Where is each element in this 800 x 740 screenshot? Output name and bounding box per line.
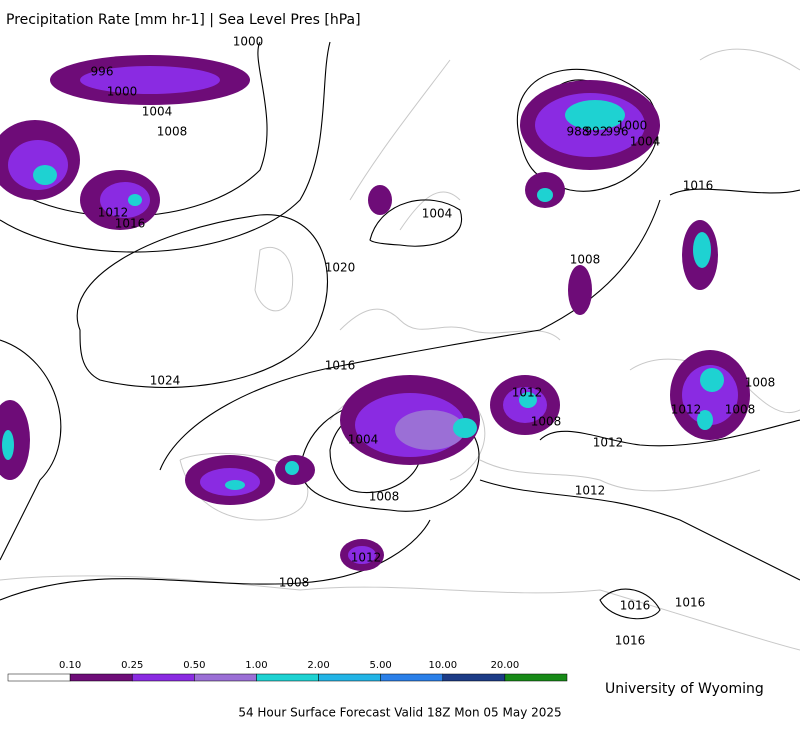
isobar-label: 996 <box>91 65 114 79</box>
credit: University of Wyoming <box>605 681 764 697</box>
isobar-label: 1008 <box>279 576 310 590</box>
isobar-label: 1004 <box>348 433 379 447</box>
isobar-label: 1016 <box>683 179 714 193</box>
isobar-label: 1016 <box>115 217 146 231</box>
title: Precipitation Rate [mm hr-1] | Sea Level… <box>6 12 361 28</box>
colorbar-segment <box>131 673 195 682</box>
colorbar-segment <box>256 673 319 682</box>
colorbar-segment <box>69 673 133 682</box>
isobar-label: 1008 <box>570 253 601 267</box>
colorbar-label: 20.00 <box>491 660 520 671</box>
coastlines <box>0 48 800 651</box>
isobar-label: 1004 <box>630 135 661 149</box>
isobar-label: 1016 <box>675 596 706 610</box>
isobar-label: 1008 <box>531 415 562 429</box>
isobar-label: 1004 <box>142 105 173 119</box>
isobar-label: 1000 <box>233 35 264 49</box>
isobar-label: 1008 <box>369 490 400 504</box>
isobar-label: 1024 <box>150 374 181 388</box>
isobar-label: 1000 <box>617 119 648 133</box>
colorbar-segment <box>194 673 257 682</box>
colorbar-label: 1.00 <box>245 660 267 671</box>
isobar-label: 1012 <box>512 386 543 400</box>
precipitation <box>0 55 750 571</box>
isobar-label: 1016 <box>325 359 356 373</box>
isobar-label: 992 <box>585 125 608 139</box>
colorbar-label: 0.50 <box>183 660 205 671</box>
colorbar-label: 10.00 <box>428 660 457 671</box>
isobar-labels: 1000996100010041008101210161020102410161… <box>91 35 776 648</box>
isobar-label: 1012 <box>671 403 702 417</box>
isobars <box>0 41 800 620</box>
isobar-label: 1000 <box>107 85 138 99</box>
isobar-label: 1012 <box>351 551 382 565</box>
colorbar-segment <box>442 673 506 682</box>
colorbar-segment <box>504 673 568 682</box>
colorbar-segment <box>380 673 444 682</box>
isobar-label: 988 <box>567 125 590 139</box>
colorbar-label: 5.00 <box>370 660 392 671</box>
colorbar-label: 0.25 <box>121 660 143 671</box>
colorbar-label: 2.00 <box>307 660 329 671</box>
isobar-label: 1008 <box>725 403 756 417</box>
isobar-label: 1008 <box>157 125 188 139</box>
colorbar-segment <box>7 673 71 682</box>
isobar-label: 1020 <box>325 261 356 275</box>
colorbar-segment <box>318 673 381 682</box>
isobar-label: 1008 <box>745 376 776 390</box>
isobar-label: 1012 <box>98 206 129 220</box>
isobar-label: 1016 <box>615 634 646 648</box>
colorbar-label: 0.10 <box>59 660 81 671</box>
footer: 54 Hour Surface Forecast Valid 18Z Mon 0… <box>238 706 561 720</box>
isobar-label: 1004 <box>422 207 453 221</box>
isobar-label: 1012 <box>593 436 624 450</box>
isobar-label: 1016 <box>620 599 651 613</box>
isobar-label: 996 <box>606 125 629 139</box>
colorbar: 0.10 0.25 0.50 1.00 2.00 5.00 10.00 20.00 <box>7 660 568 682</box>
isobar-label: 1012 <box>575 484 606 498</box>
